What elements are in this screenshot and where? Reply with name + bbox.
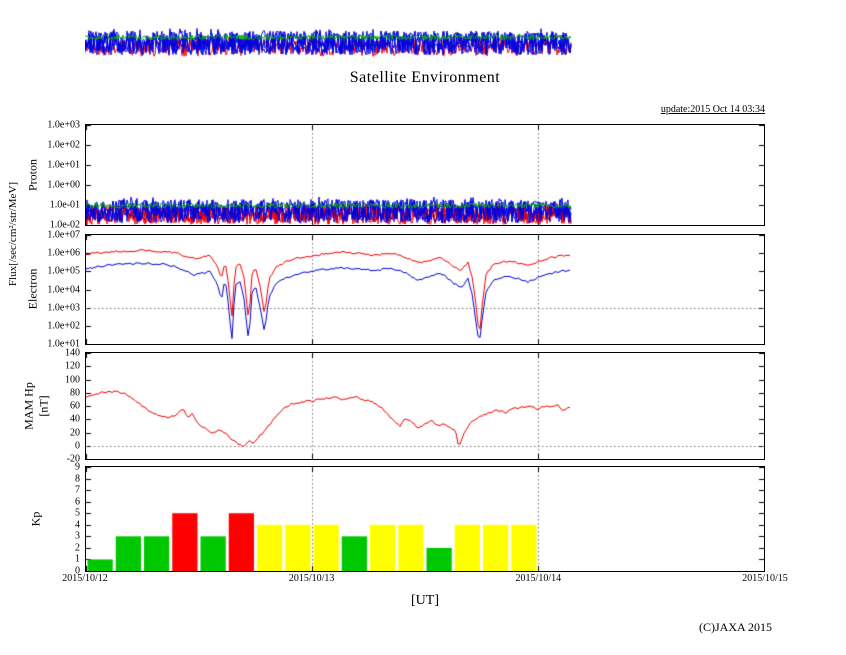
y-tick-label: 140 (65, 347, 80, 359)
x-axis-label: [UT] (411, 593, 439, 608)
y-tick-label: 5 (75, 507, 80, 519)
y-tick-label: 100 (65, 374, 80, 385)
y-tick-label: 3 (75, 530, 80, 542)
y-tick-label: 40 (70, 413, 80, 425)
x-tick-date-label: 2015/10/14 (515, 573, 562, 584)
y-tick-label: 1.0e+02 (47, 139, 80, 151)
y-tick-label: 120 (65, 360, 80, 372)
y-tick-label: 60 (70, 400, 80, 412)
y-tick-label: 20 (70, 427, 80, 438)
x-tick-date-label: 2015/10/12 (62, 573, 108, 584)
update-timestamp: update:2015 Oct 14 03:34 (660, 104, 765, 115)
copyright-notice: (C)JAXA 2015 (698, 620, 772, 634)
y-tick-label: 4 (75, 519, 80, 531)
y-tick-label: 1.0e+07 (47, 229, 80, 241)
y-tick-label: 2 (75, 542, 80, 554)
electron-flux-canvas (86, 235, 764, 344)
kp-index-canvas (86, 467, 764, 571)
y-tick-label: 0 (75, 440, 80, 452)
y-tick-label: 1.0e+00 (47, 179, 80, 191)
y-tick-label: 1.0e-01 (49, 199, 80, 211)
mam-hp-canvas (86, 353, 764, 459)
y-tick-label: 0 (75, 565, 80, 577)
y-tick-label: 1.0e+05 (47, 265, 80, 277)
y-tick-label: 1.0e+02 (47, 320, 80, 332)
mam-hp-panel (85, 352, 765, 460)
page-title: Satellite Environment (349, 69, 501, 86)
y-tick-label: 1.0e+01 (47, 338, 80, 350)
y-tick-label: 1.0e+03 (47, 302, 80, 314)
cropped-top-flux-band (85, 0, 765, 58)
y-tick-label: 1.0e+01 (47, 159, 80, 171)
y-tick-label: 1 (75, 553, 80, 565)
x-tick-date-label: 2015/10/13 (288, 573, 335, 584)
y-tick-label: 1.0e+03 (47, 119, 80, 131)
y-tick-label: 8 (75, 473, 80, 485)
y-tick-label: 1.0e-02 (49, 219, 80, 231)
y-tick-label: -20 (66, 453, 80, 465)
x-tick-date-label: 2015/10/15 (742, 573, 788, 584)
y-tick-label: 7 (75, 484, 80, 496)
y-tick-label: 80 (70, 387, 80, 399)
kp-index-panel (85, 466, 765, 572)
y-tick-label: 1.0e+04 (47, 284, 80, 295)
y-tick-label: 6 (75, 496, 80, 508)
y-tick-label: 9 (75, 461, 80, 473)
proton-flux-panel (85, 124, 765, 226)
proton-flux-canvas (86, 125, 764, 225)
electron-flux-panel (85, 234, 765, 345)
cropped-flux-canvas (85, 0, 765, 58)
y-tick-label: 1.0e+06 (47, 247, 80, 259)
